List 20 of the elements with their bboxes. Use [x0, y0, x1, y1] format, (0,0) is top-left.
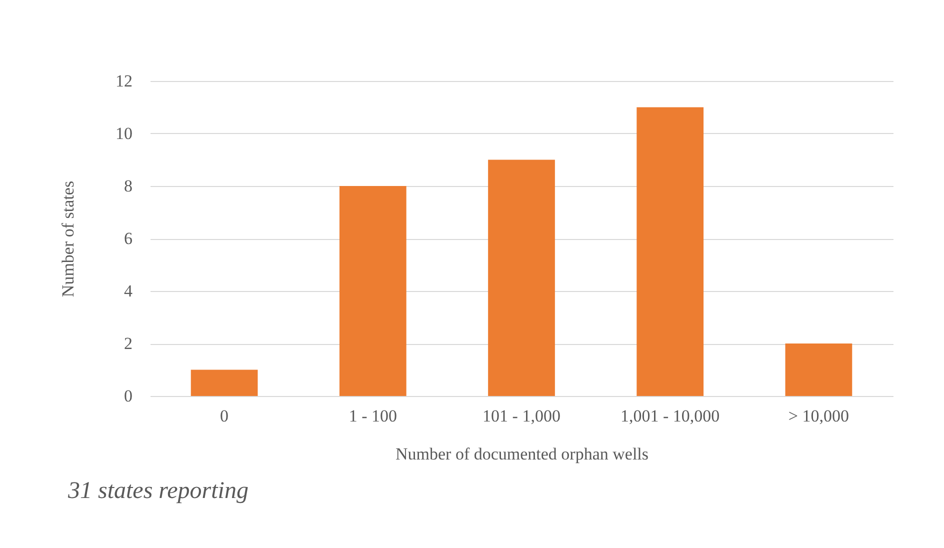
bar [488, 160, 555, 396]
y-tick-label: 10 [116, 124, 132, 143]
y-tick-label: 6 [124, 229, 132, 248]
x-tick-label: 1 - 100 [348, 406, 397, 426]
x-axis-title: Number of documented orphan wells [395, 444, 649, 464]
y-tick-label: 0 [124, 386, 132, 406]
y-tick-label: 2 [124, 334, 132, 353]
y-tick-label: 8 [124, 176, 132, 196]
bar [636, 107, 704, 396]
bar [785, 344, 852, 396]
y-tick-label: 4 [124, 282, 133, 300]
x-tick-label: 0 [220, 406, 229, 426]
y-tick-label: 12 [116, 72, 132, 90]
x-tick-label: 1,001 - 10,000 [620, 406, 720, 426]
bar [190, 370, 258, 396]
x-tick-label: 101 - 1,000 [482, 406, 560, 426]
bar [339, 186, 406, 396]
text: 31 states reporting [68, 478, 248, 505]
x-tick-label: > 10,000 [788, 406, 849, 426]
y-axis-title: Number of states [58, 180, 78, 298]
